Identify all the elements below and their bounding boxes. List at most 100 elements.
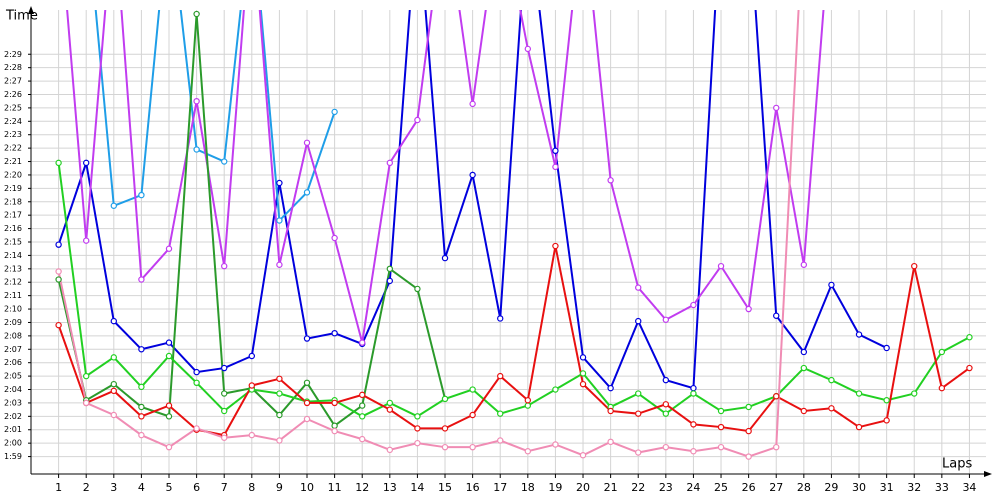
point bbox=[193, 379, 200, 387]
point bbox=[414, 425, 421, 432]
point bbox=[83, 159, 90, 167]
point bbox=[469, 100, 476, 108]
y-tick-label: 2:10 bbox=[4, 305, 22, 314]
point bbox=[579, 354, 587, 361]
x-tick-label: 18 bbox=[521, 481, 535, 494]
point bbox=[635, 449, 642, 456]
point bbox=[55, 276, 62, 283]
x-tick-label: 17 bbox=[493, 481, 507, 494]
point bbox=[110, 387, 118, 395]
point bbox=[248, 382, 256, 389]
y-tick-label: 2:20 bbox=[4, 170, 22, 179]
point bbox=[386, 277, 394, 285]
point bbox=[276, 411, 283, 419]
point bbox=[745, 453, 752, 460]
point bbox=[55, 159, 62, 167]
point bbox=[221, 434, 228, 441]
point bbox=[883, 417, 890, 424]
point bbox=[55, 268, 62, 275]
point bbox=[441, 425, 449, 432]
point bbox=[662, 376, 670, 384]
x-tick-label: 31 bbox=[880, 481, 894, 494]
point bbox=[469, 386, 476, 393]
y-tick-label: 2:13 bbox=[4, 264, 22, 273]
x-tick-label: 29 bbox=[824, 481, 838, 494]
point bbox=[386, 265, 394, 273]
point bbox=[607, 438, 614, 446]
point bbox=[276, 437, 283, 444]
point bbox=[303, 379, 311, 387]
point bbox=[966, 364, 973, 372]
point bbox=[414, 413, 421, 420]
point bbox=[524, 402, 532, 409]
y-tick-label: 2:11 bbox=[4, 291, 22, 300]
y-tick-label: 2:04 bbox=[4, 385, 22, 394]
y-tick-label: 2:02 bbox=[4, 412, 22, 421]
y-tick-label: 2:01 bbox=[4, 425, 22, 434]
point bbox=[110, 354, 118, 361]
point bbox=[855, 331, 863, 338]
point bbox=[497, 372, 504, 380]
point bbox=[359, 339, 366, 346]
point bbox=[966, 334, 973, 341]
point bbox=[221, 390, 228, 397]
x-tick-label: 34 bbox=[962, 481, 976, 494]
point bbox=[800, 407, 808, 415]
point bbox=[331, 108, 338, 116]
point bbox=[662, 316, 670, 323]
point bbox=[469, 411, 476, 419]
y-tick-label: 2:14 bbox=[4, 251, 22, 260]
point bbox=[110, 202, 118, 209]
point bbox=[690, 390, 697, 397]
point bbox=[110, 317, 118, 325]
point bbox=[303, 399, 311, 407]
point bbox=[331, 399, 338, 407]
y-tick-label: 1:59 bbox=[4, 452, 22, 461]
point bbox=[662, 443, 670, 451]
x-tick-label: 33 bbox=[935, 481, 949, 494]
x-tick-label: 6 bbox=[193, 481, 200, 494]
point bbox=[386, 159, 394, 167]
point bbox=[138, 403, 145, 411]
x-tick-label: 2 bbox=[83, 481, 90, 494]
y-tick-label: 2:22 bbox=[4, 144, 22, 153]
y-tick-label: 2:25 bbox=[4, 103, 22, 112]
point bbox=[524, 448, 532, 455]
x-tick-label: 1 bbox=[55, 481, 62, 494]
point bbox=[83, 237, 90, 244]
point bbox=[911, 390, 918, 397]
point bbox=[800, 348, 808, 356]
point bbox=[828, 281, 835, 289]
point bbox=[717, 423, 725, 431]
point bbox=[165, 443, 173, 451]
point bbox=[773, 104, 780, 112]
point bbox=[441, 395, 449, 403]
point bbox=[497, 410, 504, 417]
point bbox=[773, 393, 780, 400]
y-tick-label: 2:07 bbox=[4, 345, 22, 354]
point bbox=[221, 407, 228, 415]
y-tick-label: 2:23 bbox=[4, 130, 22, 139]
point bbox=[276, 261, 283, 268]
point bbox=[138, 383, 145, 391]
plot-area bbox=[55, 10, 973, 460]
point bbox=[800, 364, 808, 372]
x-tick-label: 30 bbox=[852, 481, 866, 494]
x-tick-label: 4 bbox=[138, 481, 145, 494]
point bbox=[303, 189, 311, 196]
point bbox=[138, 276, 145, 283]
point bbox=[690, 384, 697, 392]
y-tick-label: 2:03 bbox=[4, 398, 22, 407]
point bbox=[745, 427, 752, 435]
point bbox=[911, 262, 918, 270]
point bbox=[828, 405, 835, 412]
x-tick-label: 12 bbox=[355, 481, 369, 494]
point bbox=[414, 285, 421, 293]
point bbox=[607, 384, 614, 392]
y-tick-label: 2:26 bbox=[4, 90, 22, 99]
x-tick-label: 14 bbox=[410, 481, 424, 494]
y-tick-label: 2:09 bbox=[4, 318, 22, 327]
point bbox=[717, 262, 725, 270]
point bbox=[497, 315, 504, 322]
